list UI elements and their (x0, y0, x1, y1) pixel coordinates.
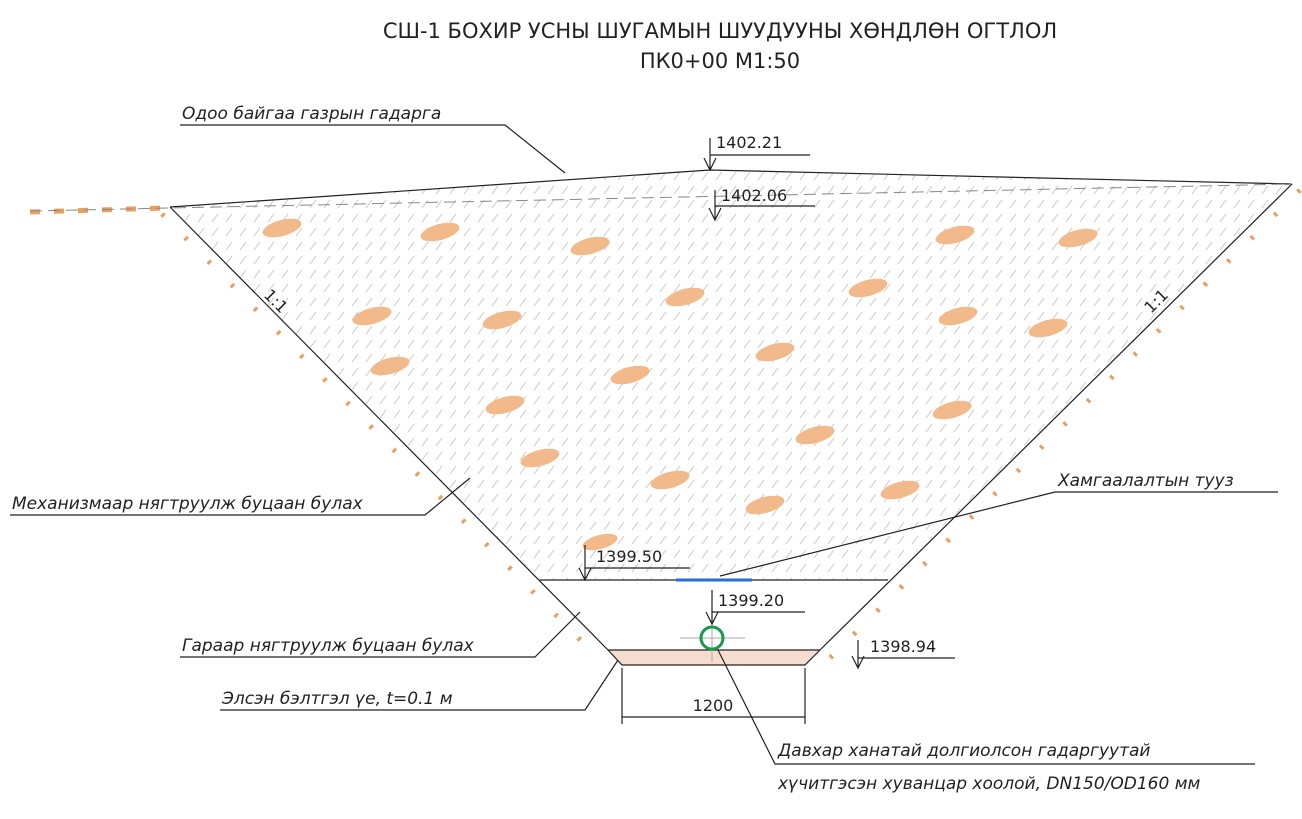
title: СШ-1 БОХИР УСНЫ ШУГАМЫН ШУУДУУНЫ ХӨНДЛӨН… (383, 19, 1057, 43)
elevation: 1402.21 (716, 133, 782, 152)
machine-backfill-area (170, 170, 1292, 580)
subtitle: ПК0+00 М1:50 (640, 49, 800, 73)
dimension-label: 1200 (693, 696, 734, 715)
dimension-line (621, 668, 806, 724)
label: Одоо байгаа газрын гадарга (182, 104, 441, 124)
surface-line (29, 183, 1293, 212)
elevation: 1402.06 (721, 186, 787, 205)
elevation: 1399.50 (596, 547, 662, 566)
label: Давхар ханатай долгиолсон гадаргуутай (777, 741, 1150, 761)
label: Механизмаар нягтруулж буцаан булах (12, 494, 364, 514)
elevation: 1398.94 (870, 637, 936, 656)
label: Элсэн бэлтгэл үе, t=0.1 м (221, 689, 453, 709)
trench-outline (169, 183, 1293, 666)
elevation-markers (578, 138, 955, 670)
pipe (699, 625, 725, 651)
sand-bedding (608, 650, 820, 665)
soil-spots (262, 218, 1098, 551)
label: хүчитгэсэн хуванцар хоолой, DN150/OD160 … (777, 774, 1201, 794)
label: Гараар нягтруулж буцаан булах (182, 636, 475, 656)
label: Хамгаалалтын тууз (1057, 471, 1234, 491)
elevation: 1399.20 (718, 591, 784, 610)
leaders (10, 124, 1278, 765)
